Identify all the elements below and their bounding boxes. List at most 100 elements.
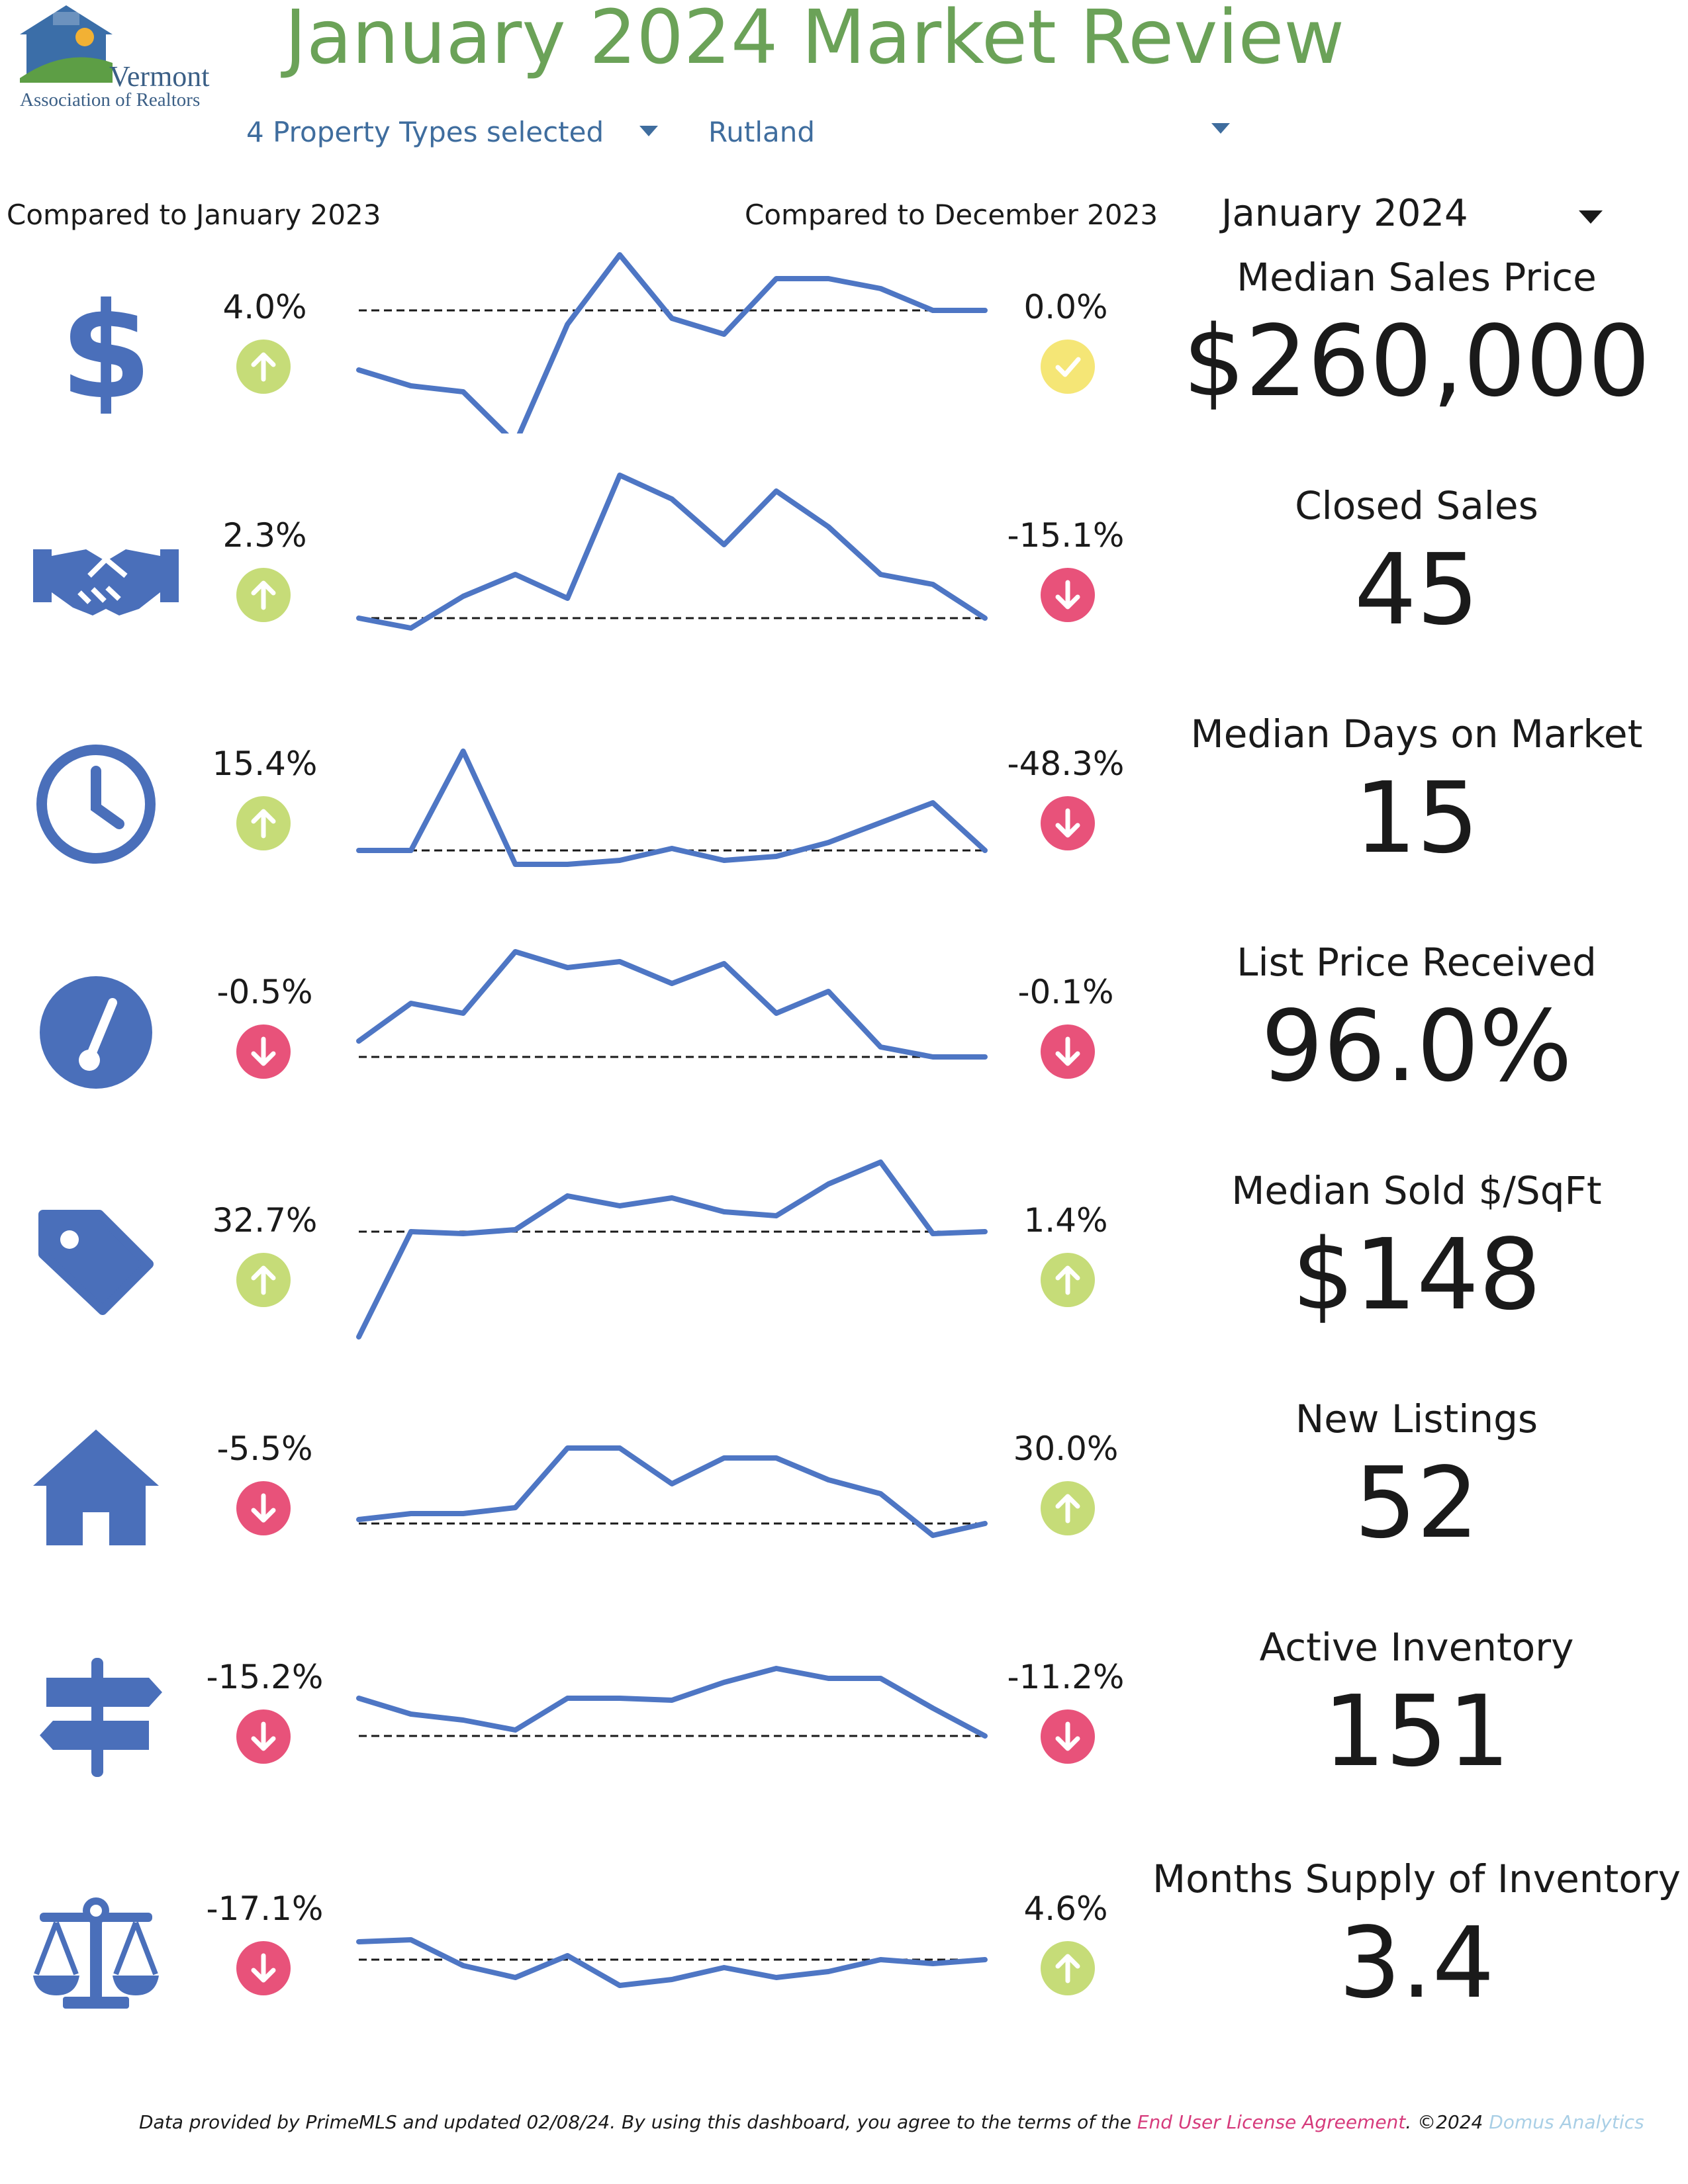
mom-trend-badge bbox=[1041, 1941, 1095, 1995]
metric-row: 2.3% -15.1% Closed Sales 45 bbox=[0, 463, 1688, 692]
yoy-trend-badge bbox=[236, 340, 291, 394]
mom-trend-badge bbox=[1041, 1024, 1095, 1079]
metric-title: Active Inventory bbox=[1259, 1625, 1574, 1670]
metric-title: Months Supply of Inventory bbox=[1152, 1856, 1681, 1901]
yoy-change: 32.7% bbox=[212, 1201, 318, 1240]
metric-value: 45 bbox=[1354, 533, 1479, 647]
mom-change: -48.3% bbox=[1007, 745, 1125, 783]
metric-value: 52 bbox=[1354, 1446, 1479, 1560]
trend-line bbox=[356, 1445, 988, 1538]
footer-text: Data provided by PrimeMLS and updated 02… bbox=[139, 2111, 1137, 2133]
mom-change: -0.1% bbox=[1017, 973, 1114, 1011]
house-logo-icon bbox=[20, 5, 113, 83]
trend-line bbox=[356, 1666, 988, 1739]
yoy-comparison-header: Compared to January 2023 bbox=[7, 199, 381, 231]
mom-comparison-header: Compared to December 2023 bbox=[745, 199, 1158, 231]
mom-trend-badge bbox=[1041, 1481, 1095, 1535]
svg-text:$: $ bbox=[60, 281, 152, 414]
mom-change: 0.0% bbox=[1023, 288, 1108, 326]
metric-value: 3.4 bbox=[1338, 1906, 1495, 2020]
handshake-icon bbox=[26, 510, 185, 642]
signpost-icon bbox=[26, 1651, 185, 1784]
logo-line2: Association of Realtors bbox=[20, 89, 201, 111]
yoy-trend-badge bbox=[236, 1941, 291, 1995]
trend-sparkline bbox=[356, 749, 988, 867]
trend-line bbox=[356, 1937, 988, 1988]
trend-sparkline bbox=[356, 473, 988, 631]
mom-trend-badge bbox=[1041, 340, 1095, 394]
mom-change: -11.2% bbox=[1007, 1658, 1125, 1696]
metric-row: -5.5% 30.0% New Listings 52 bbox=[0, 1377, 1688, 1605]
dollar-icon: $ bbox=[26, 275, 185, 429]
mom-trend-badge bbox=[1041, 1709, 1095, 1764]
clock-icon bbox=[26, 738, 185, 870]
mom-trend-badge bbox=[1041, 796, 1095, 850]
area-filter[interactable]: Rutland bbox=[708, 113, 815, 152]
yoy-trend-badge bbox=[236, 568, 291, 622]
metric-row: -0.5% -0.1% List Price Received 96.0% bbox=[0, 920, 1688, 1148]
trend-line bbox=[356, 749, 988, 867]
property-type-filter[interactable]: 4 Property Types selected bbox=[246, 113, 604, 152]
area-dropdown-icon[interactable] bbox=[1211, 123, 1230, 134]
area-filter-label: Rutland bbox=[708, 116, 816, 148]
mom-trend-badge bbox=[1041, 568, 1095, 622]
trend-line bbox=[356, 949, 988, 1060]
yoy-change: 15.4% bbox=[212, 745, 318, 783]
trend-sparkline bbox=[356, 1937, 988, 1988]
metric-title: Median Days on Market bbox=[1190, 711, 1643, 756]
metric-value: 96.0% bbox=[1260, 989, 1573, 1103]
gauge-icon bbox=[26, 966, 185, 1099]
domus-analytics-link[interactable]: Domus Analytics bbox=[1489, 2111, 1644, 2133]
metric-row: -17.1% 4.6% Months Supply of Inventory 3.4 bbox=[0, 1837, 1688, 2065]
yoy-change: 4.0% bbox=[222, 288, 307, 326]
trend-sparkline bbox=[356, 1666, 988, 1739]
trend-sparkline bbox=[356, 1445, 988, 1538]
trend-line bbox=[356, 473, 988, 631]
eula-link[interactable]: End User License Agreement bbox=[1137, 2111, 1406, 2133]
vermont-realtors-logo: Vermont Association of Realtors bbox=[13, 0, 232, 116]
metric-row: -15.2% -11.2% Active Inventory 151 bbox=[0, 1605, 1688, 1833]
property-type-filter-label: 4 Property Types selected bbox=[246, 116, 604, 148]
mom-change: 30.0% bbox=[1013, 1430, 1119, 1468]
footer-copyright: . ©2024 bbox=[1405, 2111, 1489, 2133]
metric-value: 151 bbox=[1323, 1674, 1511, 1788]
property-type-dropdown-icon[interactable] bbox=[639, 126, 658, 136]
metric-title: New Listings bbox=[1295, 1396, 1538, 1441]
yoy-change: -5.5% bbox=[216, 1430, 313, 1468]
mom-trend-badge bbox=[1041, 1253, 1095, 1307]
trend-line bbox=[356, 252, 988, 433]
metric-title: Closed Sales bbox=[1295, 483, 1538, 528]
yoy-trend-badge bbox=[236, 1481, 291, 1535]
trend-line bbox=[356, 1160, 988, 1340]
metric-value: $260,000 bbox=[1182, 304, 1651, 418]
mom-change: 4.6% bbox=[1023, 1889, 1108, 1928]
metric-row: $4.0% 0.0% Median Sales Price $260,000 bbox=[0, 235, 1688, 463]
trend-sparkline bbox=[356, 949, 988, 1060]
house-icon bbox=[26, 1423, 185, 1555]
balance-scale-icon bbox=[26, 1883, 185, 2015]
yoy-change: -17.1% bbox=[206, 1889, 324, 1928]
price-tag-icon bbox=[26, 1195, 185, 1327]
metric-title: List Price Received bbox=[1237, 940, 1597, 985]
metric-title: Median Sold $/SqFt bbox=[1231, 1168, 1602, 1213]
metric-value: 15 bbox=[1354, 761, 1479, 875]
metric-value: $148 bbox=[1291, 1218, 1542, 1332]
month-select[interactable]: January 2024 bbox=[1221, 192, 1468, 235]
trend-sparkline bbox=[356, 252, 988, 433]
yoy-change: -0.5% bbox=[216, 973, 313, 1011]
yoy-trend-badge bbox=[236, 1024, 291, 1079]
metric-row: 15.4% -48.3% Median Days on Market 15 bbox=[0, 692, 1688, 920]
yoy-change: 2.3% bbox=[222, 516, 307, 555]
yoy-trend-badge bbox=[236, 1709, 291, 1764]
mom-change: -15.1% bbox=[1007, 516, 1125, 555]
page-title: January 2024 Market Review bbox=[285, 0, 1345, 81]
footer: Data provided by PrimeMLS and updated 02… bbox=[139, 2111, 1644, 2133]
metric-title: Median Sales Price bbox=[1237, 255, 1597, 300]
yoy-change: -15.2% bbox=[206, 1658, 324, 1696]
month-dropdown-icon[interactable] bbox=[1579, 210, 1603, 224]
metric-row: 32.7% 1.4% Median Sold $/SqFt $148 bbox=[0, 1148, 1688, 1377]
yoy-trend-badge bbox=[236, 1253, 291, 1307]
trend-sparkline bbox=[356, 1160, 988, 1340]
mom-change: 1.4% bbox=[1023, 1201, 1108, 1240]
yoy-trend-badge bbox=[236, 796, 291, 850]
